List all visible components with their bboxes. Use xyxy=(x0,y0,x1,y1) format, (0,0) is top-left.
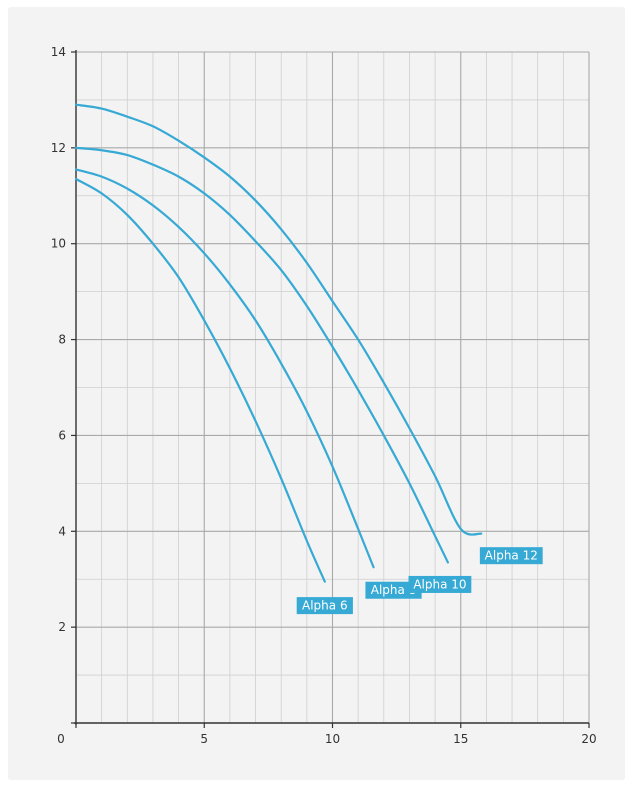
series-label-box xyxy=(296,597,353,615)
y-tick-label: 6 xyxy=(58,428,66,442)
series-line-alpha-8 xyxy=(74,168,375,569)
series-label-box xyxy=(365,581,422,599)
major-grid xyxy=(76,51,590,723)
y-tick-label: 12 xyxy=(51,141,66,155)
series-label-alpha-10: Alpha 10 xyxy=(408,575,472,593)
series-label-text: Alpha 6 xyxy=(302,599,348,613)
x-tick-label: 15 xyxy=(453,732,468,746)
x-tick-label: 10 xyxy=(325,732,340,746)
tick-labels: 0 5 10 15 20 2 4 6 8 10 12 14 xyxy=(51,45,597,746)
chart-card xyxy=(8,7,625,780)
x-tick-label: 20 xyxy=(581,732,596,746)
y-tick-label: 10 xyxy=(51,237,66,251)
axes xyxy=(71,50,590,728)
y-tick-label: 14 xyxy=(51,45,66,59)
series-lines xyxy=(74,103,483,583)
series-label-text: Alpha 12 xyxy=(485,549,538,563)
y-tick-label: 4 xyxy=(58,524,66,538)
y-tick-label: 2 xyxy=(58,620,66,634)
series-label-box xyxy=(479,547,543,565)
series-label-box xyxy=(408,575,472,593)
series-label-text: Alpha 8 xyxy=(371,583,417,597)
series-label-alpha-6: Alpha 6 xyxy=(296,597,353,615)
series-label-text: Alpha 10 xyxy=(413,577,466,591)
series-line-alpha-12 xyxy=(74,103,483,536)
series-label-alpha-12: Alpha 12 xyxy=(479,547,543,565)
x-tick-label: 0 xyxy=(57,732,65,746)
series-label-alpha-8: Alpha 8 xyxy=(365,581,422,599)
x-tick-label: 5 xyxy=(200,732,208,746)
series-line-alpha-6 xyxy=(74,177,326,583)
series-line-alpha-10 xyxy=(74,146,450,564)
y-tick-label: 8 xyxy=(58,333,66,347)
